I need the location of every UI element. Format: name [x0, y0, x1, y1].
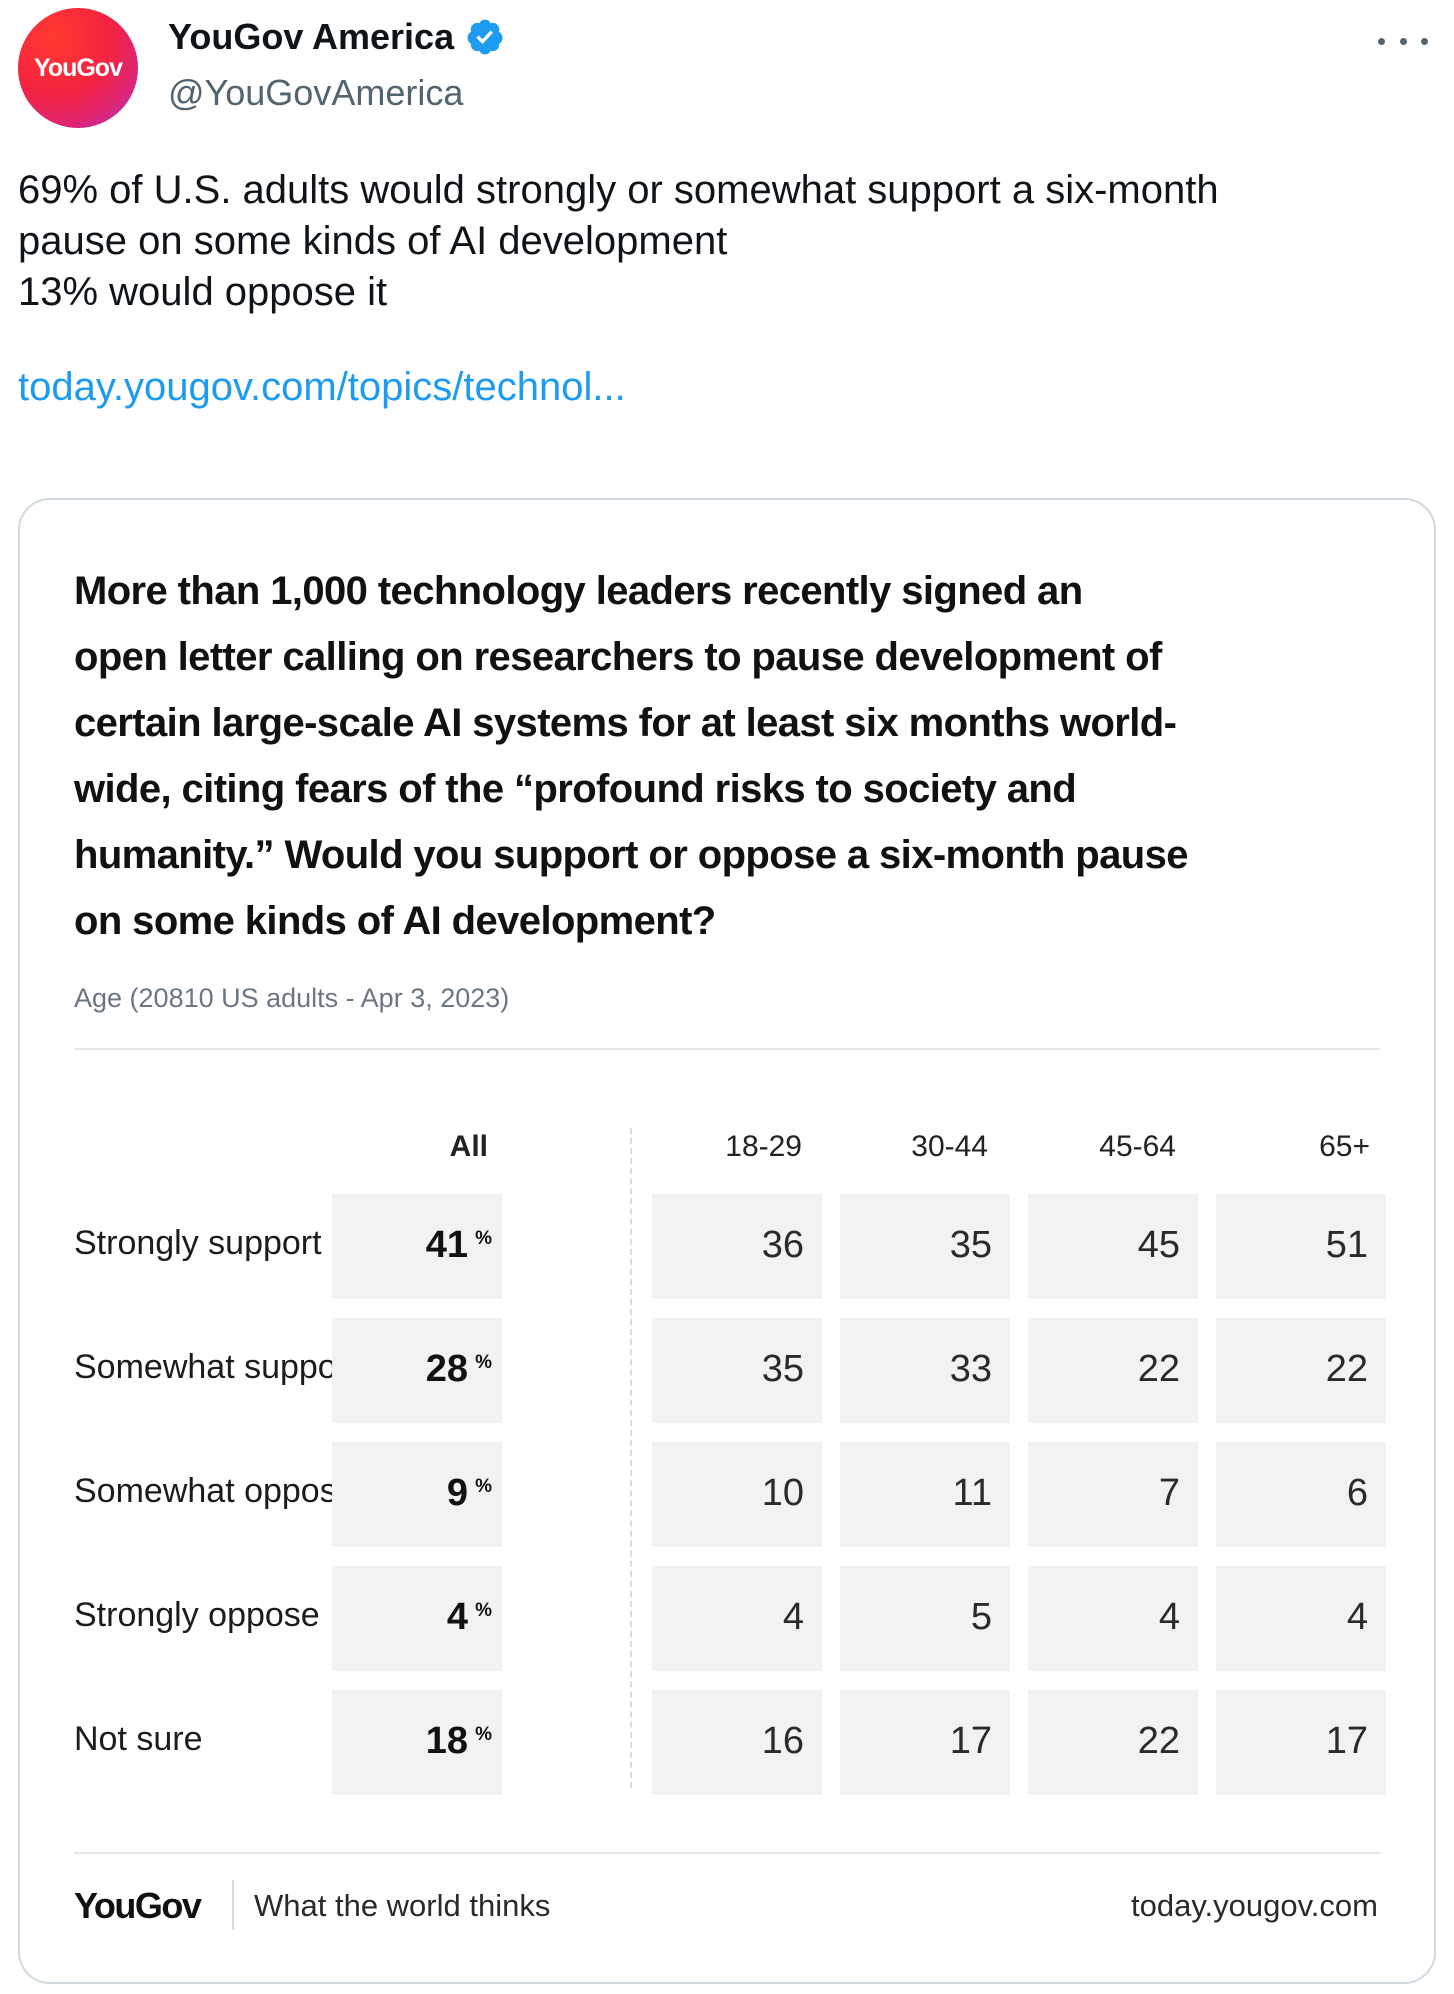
table-cell: 17: [840, 1690, 1010, 1795]
cell-value: 22: [1137, 1720, 1180, 1762]
survey-question: More than 1,000 technology leaders recen…: [74, 558, 1394, 954]
percent-sign: %: [475, 1352, 492, 1373]
question-line: certain large-scale AI systems for at le…: [74, 701, 1177, 745]
percent-sign: %: [475, 1724, 492, 1745]
question-line: wide, citing fears of the “profound risk…: [74, 767, 1077, 811]
table-cell: 45: [1028, 1194, 1198, 1299]
cell-value: 17: [1325, 1720, 1368, 1762]
row-label: Strongly oppose: [74, 1596, 320, 1634]
column-header-all: All: [449, 1130, 488, 1163]
question-line: humanity.” Would you support or oppose a…: [74, 833, 1188, 877]
cell-value: 7: [1158, 1472, 1180, 1514]
table-cell: 35: [840, 1194, 1010, 1299]
tweet-header: YouGov YouGov America @YouGovAmerica: [18, 8, 1436, 128]
row-label: Not sure: [74, 1720, 203, 1758]
table-cell-all: 28%: [332, 1318, 502, 1423]
column-separator: [630, 1128, 632, 1788]
cell-value: 5: [970, 1596, 992, 1638]
table-cell: 22: [1028, 1318, 1198, 1423]
table-cell: 6: [1216, 1442, 1386, 1547]
footer-site: today.yougov.com: [1131, 1888, 1378, 1923]
question-line: on some kinds of AI development?: [74, 899, 716, 943]
cell-value: 4: [782, 1596, 804, 1638]
footer-separator: [232, 1880, 234, 1930]
media-card[interactable]: More than 1,000 technology leaders recen…: [18, 498, 1436, 1984]
table-cell: 33: [840, 1318, 1010, 1423]
divider: [74, 1852, 1380, 1854]
tweet-text-line: 69% of U.S. adults would strongly or som…: [18, 168, 1219, 212]
table-cell: 16: [652, 1690, 822, 1795]
table-cell-all: 18%: [332, 1690, 502, 1795]
cell-value: 11: [952, 1472, 992, 1514]
row-label: Strongly support: [74, 1224, 322, 1262]
table-cell: 4: [1216, 1566, 1386, 1671]
percent-sign: %: [475, 1476, 492, 1497]
verified-badge-icon: [467, 19, 503, 55]
divider: [74, 1048, 1380, 1050]
column-header: 65+: [1319, 1130, 1370, 1163]
column-header: 45-64: [1099, 1130, 1176, 1163]
cell-value: 33: [949, 1348, 992, 1390]
cell-value: 17: [949, 1720, 992, 1762]
cell-value: 16: [761, 1720, 804, 1762]
column-header: 30-44: [911, 1130, 988, 1163]
cell-value: 35: [761, 1348, 804, 1390]
table-cell: 51: [1216, 1194, 1386, 1299]
display-name[interactable]: YouGov America: [168, 16, 455, 57]
table-cell: 5: [840, 1566, 1010, 1671]
percent-sign: %: [475, 1600, 492, 1621]
more-options-icon[interactable]: [1378, 26, 1428, 56]
cell-value: 4: [1346, 1596, 1368, 1638]
cell-value: 22: [1137, 1348, 1180, 1390]
cell-value: 22: [1325, 1348, 1368, 1390]
table-cell: 4: [1028, 1566, 1198, 1671]
cell-value: 9: [446, 1472, 468, 1514]
table-cell-all: 41%: [332, 1194, 502, 1299]
survey-subtitle: Age (20810 US adults - Apr 3, 2023): [74, 983, 510, 1013]
table-cell: 35: [652, 1318, 822, 1423]
column-header: 18-29: [725, 1130, 802, 1163]
table-cell-all: 4%: [332, 1566, 502, 1671]
cell-value: 28: [425, 1348, 468, 1390]
cell-value: 4: [446, 1596, 468, 1638]
table-cell: 4: [652, 1566, 822, 1671]
table-cell-all: 9%: [332, 1442, 502, 1547]
percent-sign: %: [475, 1228, 492, 1249]
table-cell: 11: [840, 1442, 1010, 1547]
tweet-text-line: 13% would oppose it: [18, 270, 388, 314]
question-line: open letter calling on researchers to pa…: [74, 635, 1162, 679]
cell-value: 45: [1137, 1224, 1180, 1266]
cell-value: 10: [761, 1472, 804, 1514]
tweet-link[interactable]: today.yougov.com/topics/technol...: [18, 365, 626, 409]
tweet-text: 69% of U.S. adults would strongly or som…: [18, 165, 1418, 318]
cell-value: 41: [425, 1224, 468, 1266]
table-cell: 36: [652, 1194, 822, 1299]
table-cell: 17: [1216, 1690, 1386, 1795]
cell-value: 4: [1158, 1596, 1180, 1638]
avatar[interactable]: YouGov: [18, 8, 138, 128]
table-cell: 22: [1216, 1318, 1386, 1423]
row-label: Somewhat oppose: [74, 1472, 356, 1510]
table-cell: 22: [1028, 1690, 1198, 1795]
handle[interactable]: @YouGovAmerica: [168, 72, 464, 113]
author-block: YouGov America @YouGovAmerica: [168, 16, 505, 114]
avatar-logo-text: YouGov: [34, 53, 123, 82]
cell-value: 6: [1346, 1472, 1368, 1514]
table-cell: 7: [1028, 1442, 1198, 1547]
row-label: Somewhat support: [74, 1348, 358, 1386]
question-line: More than 1,000 technology leaders recen…: [74, 569, 1083, 613]
cell-value: 18: [425, 1720, 468, 1762]
footer-tagline: What the world thinks: [254, 1888, 551, 1923]
table-cell: 10: [652, 1442, 822, 1547]
cell-value: 51: [1325, 1224, 1368, 1266]
cell-value: 36: [761, 1224, 804, 1266]
cell-value: 35: [949, 1224, 992, 1266]
tweet-text-line: pause on some kinds of AI development: [18, 219, 728, 263]
yougov-logo: YouGov: [74, 1885, 202, 1926]
